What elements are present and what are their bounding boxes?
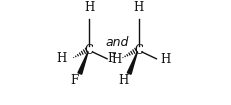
Text: F: F xyxy=(70,74,79,87)
Polygon shape xyxy=(127,51,137,74)
Text: C: C xyxy=(85,44,94,57)
Text: F: F xyxy=(107,52,116,65)
Text: and: and xyxy=(105,35,129,49)
Text: H: H xyxy=(134,1,144,14)
Text: H: H xyxy=(161,53,171,66)
Text: H: H xyxy=(119,74,129,87)
Text: C: C xyxy=(134,44,143,57)
Text: H: H xyxy=(56,52,66,65)
Text: H: H xyxy=(111,53,122,66)
Polygon shape xyxy=(78,51,88,74)
Text: H: H xyxy=(84,1,94,14)
